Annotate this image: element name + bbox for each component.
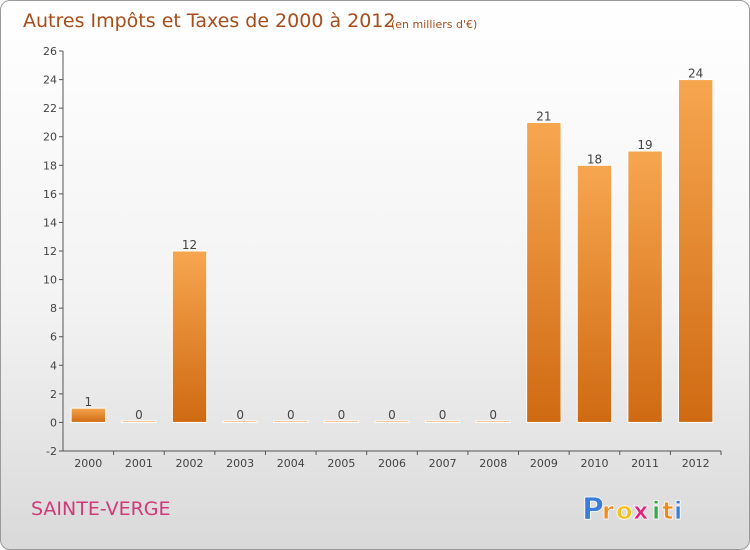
bar — [576, 164, 613, 423]
y-tick-label: 6 — [50, 331, 57, 344]
y-tick-label: 20 — [43, 131, 57, 144]
bar-value-label: 12 — [182, 238, 197, 252]
bar-value-label: 0 — [338, 408, 346, 422]
bar — [70, 407, 107, 423]
logo-letter: o — [616, 497, 633, 525]
bar-value-label: 0 — [489, 408, 497, 422]
x-tick-label: 2004 — [277, 457, 305, 470]
logo-letter: x — [633, 497, 649, 525]
bar-value-label: 19 — [637, 138, 652, 152]
x-tick-label: 2005 — [327, 457, 355, 470]
proxiti-logo: Pr o x i t i — [582, 492, 683, 528]
y-tick-label: 14 — [43, 216, 57, 229]
logo-letter: i — [674, 497, 682, 525]
bar-value-label: 24 — [688, 67, 703, 81]
bar-value-label: 0 — [236, 408, 244, 422]
x-tick-label: 2002 — [176, 457, 204, 470]
bars-group: 1 0 12 0 0 0 0 0 0 21 18 19 24 — [70, 67, 714, 423]
y-tick-label: 0 — [50, 416, 57, 429]
x-tick-label: 2010 — [580, 457, 608, 470]
bar — [273, 420, 309, 423]
x-axis: 2000 2001 2002 2003 2004 2005 2006 2007 2008 2009… — [63, 450, 722, 470]
bar — [323, 420, 360, 423]
bar-value-label: 0 — [439, 408, 447, 422]
bar — [222, 420, 258, 423]
bar — [526, 121, 562, 423]
chart-title: Autres Impôts et Taxes de 2000 à 2012 — [23, 10, 396, 32]
logo-letter: P — [582, 492, 604, 527]
y-tick-label: 26 — [43, 45, 57, 58]
x-tick-label: 2009 — [530, 457, 558, 470]
y-tick-label: 18 — [43, 159, 57, 172]
bar — [121, 420, 157, 423]
x-tick-label: 2006 — [378, 457, 406, 470]
x-tick-label: 2008 — [479, 457, 507, 470]
bar-value-label: 0 — [388, 408, 396, 422]
logo-letter: r — [602, 497, 614, 525]
y-tick-label: 12 — [43, 245, 57, 258]
y-tick-label: 2 — [50, 388, 57, 401]
x-tick-label: 2011 — [631, 457, 659, 470]
bar-value-label: 18 — [587, 152, 602, 166]
bar-value-label: 1 — [84, 395, 92, 409]
x-tick-label: 2000 — [74, 457, 102, 470]
y-tick-label: 16 — [43, 188, 57, 201]
bar — [627, 150, 663, 423]
bar — [374, 420, 410, 423]
x-tick-label: 2001 — [125, 457, 153, 470]
y-tick-label: -2 — [46, 445, 57, 458]
logo-letter: t — [662, 497, 673, 525]
logo-letter: i — [652, 497, 660, 525]
chart-subtitle: (en milliers d'€) — [391, 18, 477, 31]
bar — [171, 250, 208, 423]
bar — [677, 79, 714, 423]
y-tick-label: 22 — [43, 102, 57, 115]
x-tick-label: 2012 — [682, 457, 710, 470]
bar-value-label: 0 — [135, 408, 143, 422]
y-tick-label: 8 — [50, 302, 57, 315]
y-tick-label: 10 — [43, 274, 57, 287]
x-tick-label: 2007 — [429, 457, 457, 470]
location-label: SAINTE-VERGE — [31, 498, 171, 520]
bar — [475, 420, 511, 423]
bar-value-label: 0 — [287, 408, 295, 422]
y-tick-label: 24 — [43, 74, 57, 87]
x-tick-label: 2003 — [226, 457, 254, 470]
bar — [424, 420, 461, 423]
y-tick-label: 4 — [50, 359, 57, 372]
bar-value-label: 21 — [536, 109, 551, 123]
